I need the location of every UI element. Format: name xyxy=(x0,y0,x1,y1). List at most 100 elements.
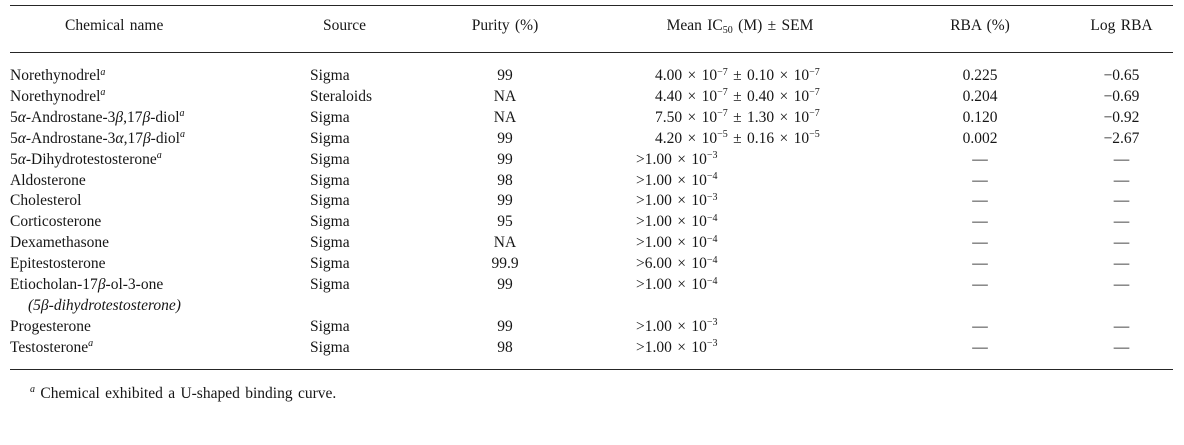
ic50-cell: >1.00 × 10−3 xyxy=(636,338,718,356)
table-header-row: Chemical name Source Purity (%) Mean IC50 (… xyxy=(10,6,1173,53)
purity-cell: 99 xyxy=(497,276,513,294)
log-rba-cell: — xyxy=(1113,317,1130,335)
chemical-name-cell: Corticosterone xyxy=(10,213,102,231)
rba-cell: — xyxy=(972,276,988,294)
table-row: Corticosterone Sigma 95 >1.00 × 10−4 — — xyxy=(10,212,1173,233)
source-cell: Sigma xyxy=(310,192,350,210)
column-header: Chemical name xyxy=(65,17,164,34)
ic50-cell: 7.50 × 10−7 ± 1.30 × 10−7 xyxy=(655,108,820,126)
chemical-name-cell: Aldosterone xyxy=(10,171,86,189)
log-rba-cell: — xyxy=(1113,150,1130,168)
ic50-cell: >1.00 × 10−3 xyxy=(636,191,718,210)
ic50-cell: >1.00 × 10−4 xyxy=(636,233,718,252)
table-row: Cholesterol Sigma 99 >1.00 × 10−3 — — xyxy=(10,191,1173,212)
chemical-name-cell: Etiocholan-17β-ol-3-one (5β-dihydrotestos… xyxy=(10,275,300,317)
rba-cell: — xyxy=(972,234,988,252)
purity-cell: 99 xyxy=(497,317,513,335)
purity-cell: NA xyxy=(493,234,517,252)
rba-cell: — xyxy=(972,171,988,189)
log-rba-cell: −0.65 xyxy=(1103,67,1140,84)
column-header: Log RBA xyxy=(1090,17,1153,34)
source-cell: Sigma xyxy=(310,67,350,84)
table-row: Aldosterone Sigma 98 >1.00 × 10−4 — — xyxy=(10,171,1173,192)
ic50-cell: 4.40 × 10−7 ± 0.40 × 10−7 xyxy=(655,87,820,105)
purity-cell: 99.9 xyxy=(491,255,519,273)
source-cell: Sigma xyxy=(310,213,350,231)
purity-cell: 99 xyxy=(497,192,513,210)
chemical-name-cell: 5α-Dihydrotestosteronea xyxy=(10,150,162,168)
rba-cell: — xyxy=(972,213,988,231)
chemical-name-cell: Norethynodrela xyxy=(10,66,106,84)
source-cell: Sigma xyxy=(310,338,350,356)
table-row: Epitestosterone Sigma 99.9 >6.00 × 10−4 — — xyxy=(10,254,1173,275)
chemical-name-cell: Progesterone xyxy=(10,317,91,335)
ic50-cell: >1.00 × 10−4 xyxy=(636,171,718,189)
ic50-cell: >6.00 × 10−4 xyxy=(636,254,718,273)
table-row: Norethynodrela Sigma 99 4.00 × 10−7 ± 0.10 … xyxy=(10,66,1173,87)
rba-cell: 0.002 xyxy=(962,129,998,147)
table-row: Etiocholan-17β-ol-3-one (5β-dihydrotestos… xyxy=(10,275,1173,317)
log-rba-cell: −0.69 xyxy=(1103,87,1140,105)
rba-cell: 0.225 xyxy=(962,67,998,84)
chemical-name-cell: Testosteronea xyxy=(10,338,94,356)
table-body: Norethynodrela Sigma 99 4.00 × 10−7 ± 0.10 … xyxy=(10,53,1173,370)
rba-cell: — xyxy=(972,192,988,210)
log-rba-cell: — xyxy=(1113,192,1130,210)
rba-cell: — xyxy=(972,317,988,335)
ic50-cell: 4.20 × 10−5 ± 0.16 × 10−5 xyxy=(655,129,820,147)
ic50-cell: >1.00 × 10−3 xyxy=(636,150,718,168)
log-rba-cell: −0.92 xyxy=(1103,108,1140,126)
rba-cell: — xyxy=(972,255,988,273)
chemical-name-cell: Norethynodrela xyxy=(10,87,106,105)
purity-cell: NA xyxy=(493,108,517,126)
source-cell: Sigma xyxy=(310,171,350,189)
table-top-rule xyxy=(10,5,1173,6)
log-rba-cell: — xyxy=(1113,234,1130,252)
rba-cell: — xyxy=(972,150,988,168)
source-cell: Sigma xyxy=(310,255,350,273)
log-rba-cell: — xyxy=(1113,255,1130,273)
column-header: Source xyxy=(323,17,367,34)
purity-cell: NA xyxy=(493,87,517,105)
table-row: Dexamethasone Sigma NA >1.00 × 10−4 — — xyxy=(10,233,1173,254)
binding-data-table: Chemical name Source Purity (%) Mean IC50 (… xyxy=(10,5,1173,370)
table-row: 5α-Dihydrotestosteronea Sigma 99 >1.00 × 10… xyxy=(10,150,1173,171)
chemical-name-cell: Cholesterol xyxy=(10,192,82,210)
ic50-cell: >1.00 × 10−4 xyxy=(636,212,718,231)
purity-cell: 99 xyxy=(497,150,513,168)
source-cell: Steraloids xyxy=(310,87,372,105)
source-cell: Sigma xyxy=(310,317,350,335)
column-header: Mean IC50 (M) ± SEM xyxy=(666,17,814,36)
purity-cell: 99 xyxy=(497,129,513,147)
log-rba-cell: — xyxy=(1113,338,1130,356)
rba-cell: 0.120 xyxy=(962,108,998,126)
rba-cell: 0.204 xyxy=(962,87,998,105)
ic50-cell: >1.00 × 10−4 xyxy=(636,275,718,294)
column-header: RBA (%) xyxy=(950,17,1010,34)
chemical-name-cell: Dexamethasone xyxy=(10,234,109,252)
log-rba-cell: −2.67 xyxy=(1103,129,1140,147)
ic50-cell: >1.00 × 10−3 xyxy=(636,317,718,335)
ic50-cell: 4.00 × 10−7 ± 0.10 × 10−7 xyxy=(655,66,820,84)
chemical-name-cell: Epitestosterone xyxy=(10,255,106,273)
source-cell: Sigma xyxy=(310,150,350,168)
source-cell: Sigma xyxy=(310,276,350,294)
purity-cell: 95 xyxy=(497,213,513,231)
table-row: Progesterone Sigma 99 >1.00 × 10−3 — — xyxy=(10,317,1173,338)
purity-cell: 98 xyxy=(497,171,513,189)
column-header: Purity (%) xyxy=(471,17,539,34)
chemical-name-cell: 5α-Androstane-3α,17β-diola xyxy=(10,129,185,147)
table-row: Norethynodrela Steraloids NA 4.40 × 10−7 ± … xyxy=(10,87,1173,108)
table-row: 5α-Androstane-3β,17β-diola Sigma NA 7.50 × … xyxy=(10,108,1173,129)
source-cell: Sigma xyxy=(310,234,350,252)
purity-cell: 99 xyxy=(497,67,513,84)
table-row: Testosteronea Sigma 98 >1.00 × 10−3 — — xyxy=(10,338,1173,359)
rba-cell: — xyxy=(972,338,988,356)
chemical-name-cell: 5α-Androstane-3β,17β-diola xyxy=(10,108,185,126)
purity-cell: 98 xyxy=(497,338,513,356)
log-rba-cell: — xyxy=(1113,213,1130,231)
source-cell: Sigma xyxy=(310,129,350,147)
log-rba-cell: — xyxy=(1113,276,1130,294)
table-row: 5α-Androstane-3α,17β-diola Sigma 99 4.20 × … xyxy=(10,129,1173,150)
chemical-synonym: (5β-dihydrotestosterone) xyxy=(28,296,181,314)
